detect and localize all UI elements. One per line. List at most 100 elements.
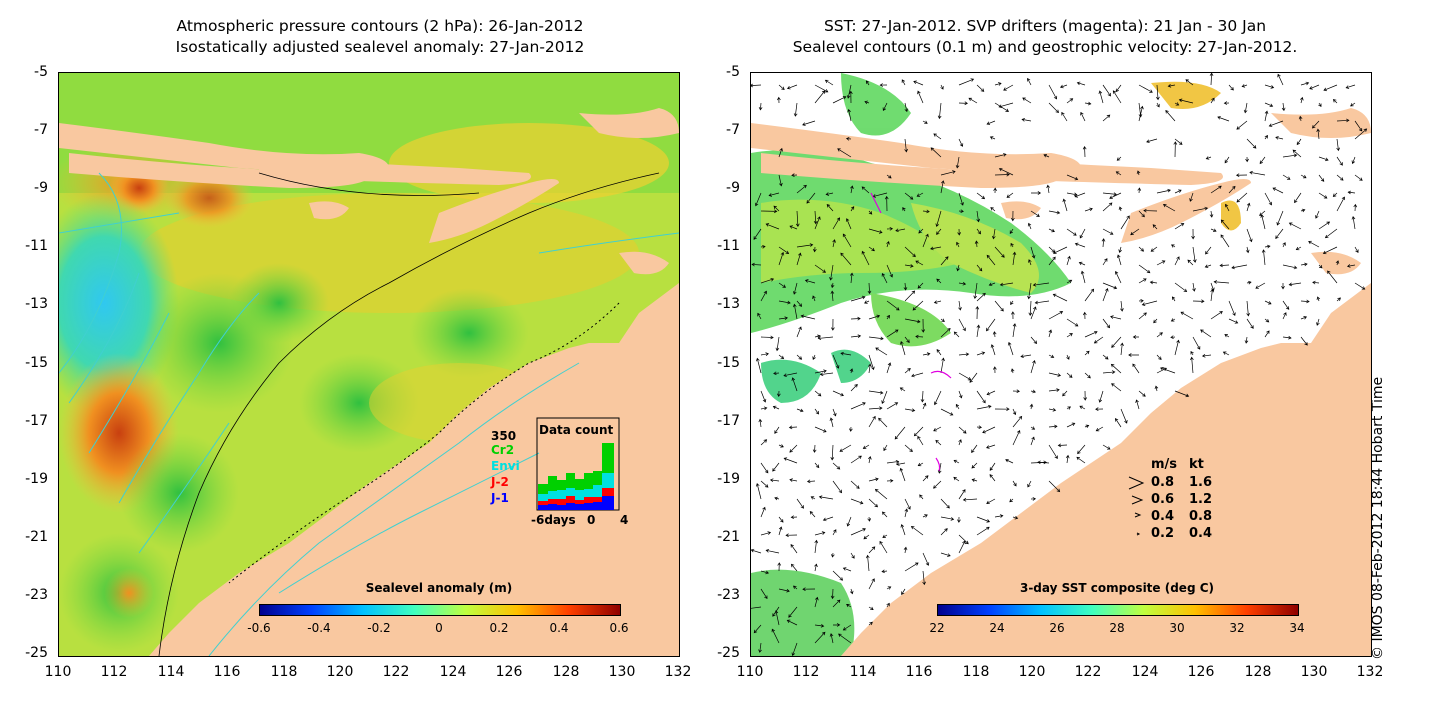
- velocity-vector: [791, 377, 798, 392]
- velocity-vector: [771, 628, 780, 644]
- velocity-vector: [1102, 84, 1111, 97]
- velocity-vector: [1171, 296, 1176, 302]
- velocity-vector: [1149, 280, 1158, 285]
- velocity-vector: [753, 228, 762, 240]
- velocity-vector: [1174, 102, 1180, 106]
- x-tick-label: 132: [664, 664, 692, 680]
- velocity-vector: [1213, 280, 1230, 284]
- velocity-vector: [847, 108, 852, 122]
- velocity-vector: [1264, 102, 1274, 108]
- velocity-vector: [886, 402, 899, 410]
- velocity-vector: [1084, 101, 1092, 106]
- velocity-vector: [953, 476, 960, 482]
- velocity-vector: [1030, 360, 1036, 374]
- velocity-vector: [904, 264, 914, 268]
- velocity-vector: [1101, 238, 1106, 248]
- velocity-vector: [831, 318, 835, 331]
- velocity-vector: [1210, 288, 1214, 302]
- velocity-vector: [832, 408, 837, 417]
- velocity-vector: [1336, 196, 1345, 212]
- velocity-vector: [922, 570, 926, 586]
- sealevel-cbar-tick: 0.2: [489, 621, 509, 635]
- velocity-vector: [901, 79, 906, 86]
- velocity-vector: [1282, 242, 1286, 248]
- velocity-vector: [976, 425, 983, 430]
- velocity-vector: [1028, 259, 1032, 266]
- velocity-vector: [1351, 156, 1356, 165]
- velocity-vector: [1260, 214, 1266, 230]
- velocity-vector: [1347, 190, 1356, 195]
- velocity-vector: [999, 282, 1014, 287]
- velocity-vector: [1173, 141, 1178, 158]
- velocity-vector: [1102, 354, 1109, 360]
- velocity-vector: [904, 368, 911, 374]
- velocity-vector: [850, 498, 864, 505]
- velocity-vector: [751, 606, 762, 609]
- velocity-vector: [814, 596, 819, 608]
- sealevel-cbar-tick: 0.4: [549, 621, 569, 635]
- velocity-vector: [760, 506, 766, 518]
- velocity-vector: [971, 478, 978, 482]
- velocity-vector: [1109, 192, 1122, 199]
- velocity-vector: [795, 210, 800, 228]
- velocity-vector: [839, 444, 852, 452]
- legend-series-j1: J-1: [491, 491, 509, 505]
- y-tick-label: -5: [34, 64, 48, 80]
- velocity-vector: [1030, 436, 1035, 446]
- velocity-vector: [1007, 341, 1014, 356]
- velocity-vector: [922, 209, 930, 214]
- velocity-vector: [838, 633, 852, 644]
- velocity-vector: [1219, 263, 1230, 268]
- velocity-vector: [1030, 210, 1040, 217]
- velocity-vector: [1187, 259, 1194, 266]
- velocity-vector: [786, 619, 798, 626]
- velocity-vector: [778, 174, 783, 187]
- velocity-vector: [988, 282, 996, 287]
- velocity-vector: [845, 218, 852, 230]
- velocity-vector: [809, 510, 816, 518]
- velocity-vector: [1316, 128, 1321, 140]
- velocity-vector: [933, 390, 942, 406]
- velocity-vector: [796, 184, 807, 194]
- velocity-vector: [989, 136, 996, 140]
- velocity-vector: [1264, 84, 1275, 89]
- velocity-vector: [1012, 430, 1021, 446]
- velocity-vector: [933, 133, 942, 140]
- velocity-vector: [886, 329, 899, 338]
- velocity-vector: [1062, 390, 1068, 397]
- velocity-vector: [789, 478, 798, 482]
- sst-cbar-tick: 22: [929, 621, 945, 635]
- velocity-vector: [754, 192, 762, 207]
- velocity-vector: [953, 459, 960, 464]
- velocity-vector: [915, 334, 924, 339]
- velocity-vector: [1141, 300, 1158, 306]
- velocity-vector: [994, 82, 1002, 86]
- velocity-vector: [1174, 189, 1182, 194]
- velocity-vector: [1095, 426, 1104, 432]
- velocity-vector: [937, 102, 942, 120]
- velocity-vector: [773, 205, 780, 212]
- velocity-vector: [1116, 254, 1122, 266]
- velocity-vector: [814, 531, 826, 536]
- velocity-vector: [1154, 385, 1159, 392]
- velocity-vector: [958, 426, 967, 434]
- velocity-vector: [1048, 102, 1060, 114]
- velocity-vector: [976, 404, 992, 410]
- velocity-vector: [903, 546, 908, 554]
- velocity-vector: [778, 354, 785, 360]
- velocity-vector: [760, 439, 768, 446]
- x-tick-label: 126: [1187, 664, 1215, 680]
- velocity-vector: [1077, 444, 1086, 455]
- velocity-vector: [998, 167, 1014, 176]
- velocity-vector: [1210, 97, 1215, 104]
- x-tick-label: 128: [552, 664, 580, 680]
- velocity-vector: [917, 282, 924, 289]
- left-panel-title: Atmospheric pressure contours (2 hPa): 2…: [40, 16, 720, 58]
- velocity-vector: [760, 335, 774, 340]
- velocity-vector: [901, 588, 906, 595]
- velocity-vector: [1028, 300, 1033, 317]
- velocity-vector: [1220, 234, 1230, 248]
- velocity-vector: [1243, 102, 1248, 114]
- velocity-vector: [922, 514, 928, 518]
- velocity-vector: [1066, 406, 1071, 410]
